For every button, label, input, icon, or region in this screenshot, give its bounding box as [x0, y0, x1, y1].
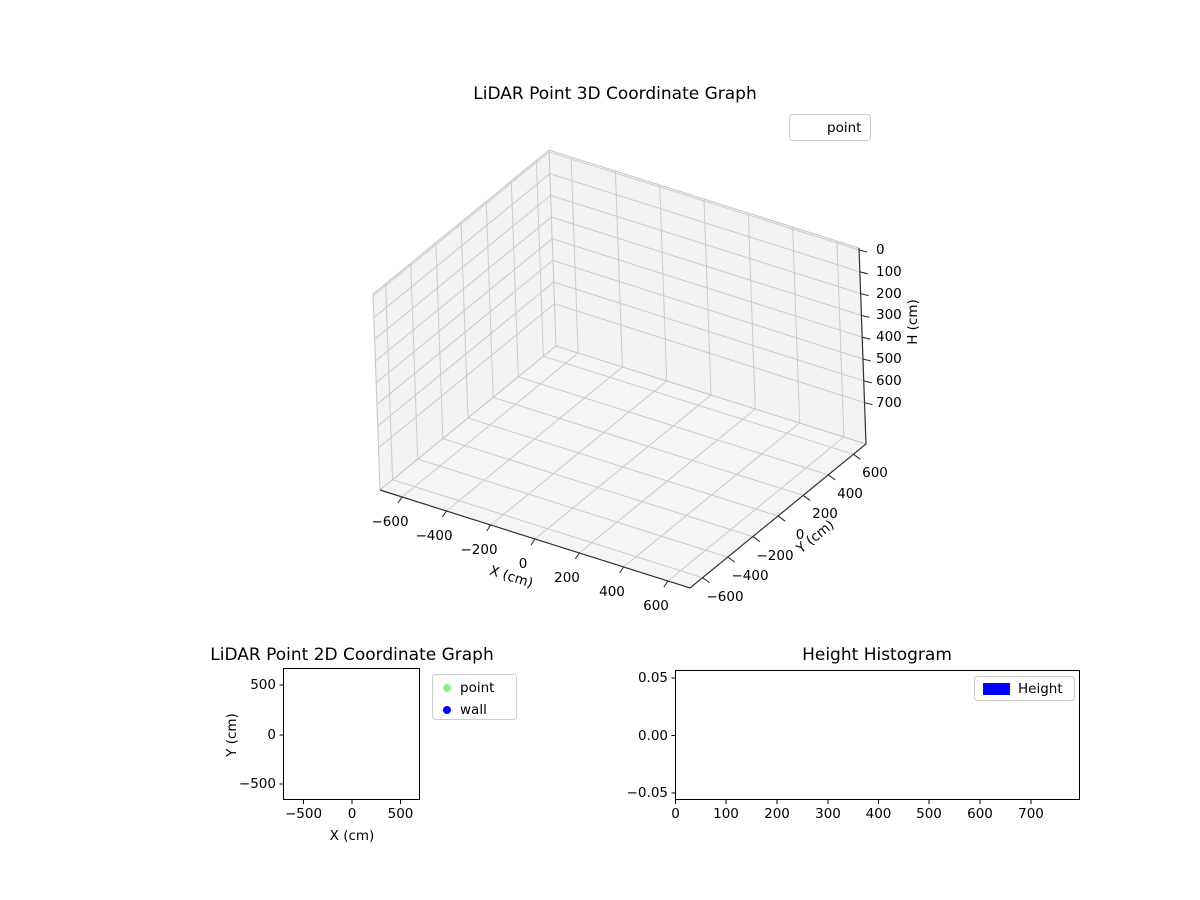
y-tick-label: −600	[706, 589, 743, 605]
x-tick-label: 600	[643, 598, 669, 614]
legend-histogram: Height	[974, 676, 1075, 701]
legend-3d: point	[789, 114, 871, 141]
legend-frame	[789, 114, 871, 141]
x-tick-label: 200	[764, 806, 790, 822]
x-tick-label: −400	[415, 528, 452, 544]
legend-2d: point wall	[432, 674, 517, 720]
x-tick-label: 0	[519, 556, 528, 572]
y-axis-label-2d: Y (cm)	[224, 713, 240, 758]
x-tick-labels-histogram: 0 100 200 300 400 500 600 700	[671, 806, 1044, 822]
plot-histogram: Height Histogram 0 100 200 300 400 500 6…	[627, 645, 1080, 822]
plot2d-title: LiDAR Point 2D Coordinate Graph	[210, 645, 494, 665]
legend-label-point: point	[460, 680, 494, 696]
z-tick-label: 100	[876, 264, 902, 280]
z-tick-label: 300	[876, 307, 902, 323]
legend-label-height: Height	[1018, 681, 1063, 697]
x-tick-label: 500	[388, 806, 414, 822]
axes-frame-2d	[283, 668, 420, 800]
z-tick-label: 600	[876, 373, 902, 389]
z-tick-label: 200	[876, 286, 902, 302]
point-marker-icon	[803, 123, 811, 131]
plot-2d: LiDAR Point 2D Coordinate Graph −500 0 5…	[210, 645, 517, 844]
x-tick-label: −500	[285, 806, 322, 822]
x-tick-label: 700	[1018, 806, 1044, 822]
y-tick-label: 0.05	[638, 670, 668, 686]
x-tick-label: 500	[916, 806, 942, 822]
y-tick-label: −500	[239, 776, 276, 792]
y-tick-label: 500	[250, 677, 276, 693]
legend-frame	[432, 674, 517, 720]
y-tick-labels-2d: 500 0 −500	[239, 677, 276, 792]
x-axis-label-2d: X (cm)	[330, 828, 375, 844]
x-tick-label: 400	[599, 584, 625, 600]
x-tick-label: 400	[866, 806, 892, 822]
y-tick-label: 0	[267, 727, 276, 743]
x-tick-label: 0	[671, 806, 680, 822]
z-tick-label: 0	[876, 242, 885, 258]
z-axis-label-3d: H (cm)	[905, 299, 921, 345]
y-axis-tickmarks	[702, 453, 861, 584]
tickmarks-2d	[279, 684, 401, 804]
height-patch-icon	[983, 683, 1010, 695]
y-tick-label: −200	[756, 548, 793, 564]
z-axis-tickmarks	[858, 249, 873, 406]
x-axis-label-3d: X (cm)	[488, 563, 535, 592]
y-tick-label: 600	[862, 465, 888, 481]
plot-3d: LiDAR Point 3D Coordinate Graph −600 −40…	[371, 84, 921, 614]
z-tick-label: 500	[876, 351, 902, 367]
wall-marker-icon	[443, 706, 451, 714]
x-tick-label: −600	[371, 514, 408, 530]
y-tick-labels-histogram: 0.05 0.00 −0.05	[627, 670, 668, 801]
y-tick-label: 400	[837, 486, 863, 502]
y-tick-label: 200	[812, 506, 838, 522]
x-tick-label: 300	[815, 806, 841, 822]
box-edges	[372, 149, 867, 491]
legend-label-point: point	[827, 120, 861, 136]
x-tick-label: 600	[967, 806, 993, 822]
x-tick-labels-2d: −500 0 500	[285, 806, 413, 822]
y-tick-label: 0.00	[638, 728, 668, 744]
point-marker-icon	[443, 684, 451, 692]
z-tick-label: 700	[876, 395, 902, 411]
x-tick-label: 0	[348, 806, 357, 822]
y-tick-label: −0.05	[627, 785, 668, 801]
legend-label-wall: wall	[460, 702, 487, 718]
y-tick-label: 0	[796, 527, 805, 543]
histogram-title: Height Histogram	[802, 645, 952, 665]
y-tick-label: −400	[731, 568, 768, 584]
x-tick-label: 200	[554, 570, 580, 586]
tickmarks-histogram	[671, 677, 1032, 804]
z-tick-label: 400	[876, 329, 902, 345]
x-tick-label: 100	[713, 806, 739, 822]
plot3d-title: LiDAR Point 3D Coordinate Graph	[473, 84, 757, 104]
z-tick-labels-3d: 0 100 200 300 400 500 600 700	[876, 242, 902, 411]
x-tick-labels-3d: −600 −400 −200 0 200 400 600	[371, 514, 668, 614]
x-axis-tickmarks	[397, 496, 669, 588]
y-tick-labels-3d: −600 −400 −200 0 200 400 600	[706, 465, 887, 605]
x-tick-label: −200	[460, 542, 497, 558]
